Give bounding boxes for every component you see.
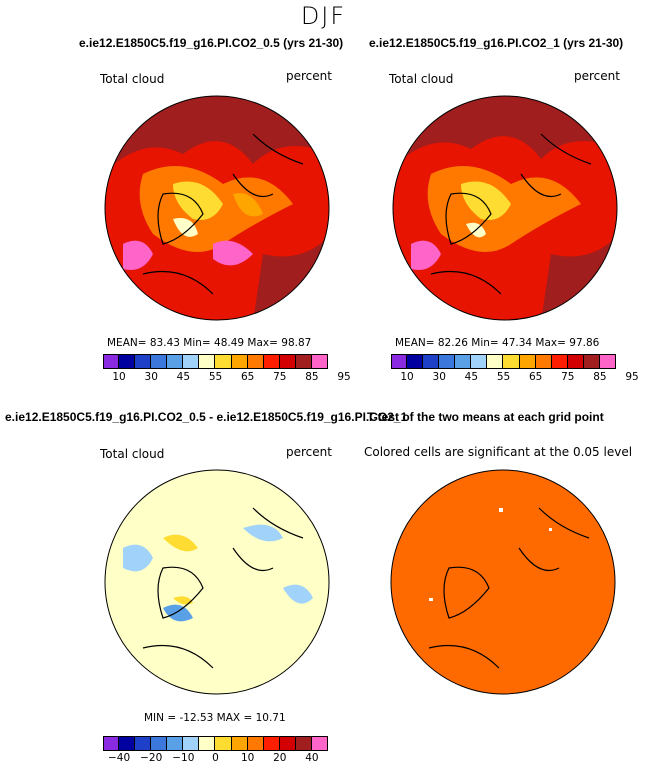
colorbar-bl-tick-label: 40 bbox=[305, 752, 319, 764]
colorbar-tl-tick-label: 45 bbox=[176, 371, 191, 383]
colorbar-tl-swatch bbox=[279, 355, 296, 368]
colorbar-bl-tick-label: −40 bbox=[107, 752, 131, 764]
colorbar-tl-swatch bbox=[295, 355, 312, 368]
colorbar-tl-swatch bbox=[215, 355, 232, 368]
colorbar-tl-swatch bbox=[151, 355, 168, 368]
colorbar-bl-swatch bbox=[135, 737, 152, 750]
colorbar-tl-swatch bbox=[183, 355, 200, 368]
colorbar-bl-ticks: −40 −20 −10 0 10 20 40 bbox=[103, 752, 328, 766]
colorbar-tl-swatch bbox=[311, 355, 328, 368]
colorbar-tr-ticks: 10 30 45 55 65 75 85 95 bbox=[391, 371, 638, 385]
colorbar-tl-swatch bbox=[167, 355, 184, 368]
colorbar-tl-swatch bbox=[103, 355, 120, 368]
colorbar-bl-swatch bbox=[167, 737, 184, 750]
colorbar-tr-tick-label: 55 bbox=[496, 371, 511, 383]
colorbar-tr-swatch bbox=[407, 355, 424, 368]
map-br bbox=[390, 469, 616, 695]
colorbar-tl-tick-label: 10 bbox=[112, 371, 126, 383]
panel-tl-var-label: Total cloud bbox=[100, 72, 165, 86]
colorbar-bl-swatch bbox=[263, 737, 280, 750]
colorbar-tr-swatch bbox=[391, 355, 408, 368]
colorbar-tr-swatch bbox=[551, 355, 568, 368]
colorbar-tl-tick-label: 75 bbox=[273, 371, 287, 383]
colorbar-bl-tick-label: 20 bbox=[273, 752, 287, 764]
colorbar-bl-swatch bbox=[231, 737, 248, 750]
colorbar-tr-tick-label: 95 bbox=[625, 371, 639, 383]
colorbar-tr-swatch bbox=[519, 355, 536, 368]
colorbar-bl bbox=[103, 736, 328, 751]
colorbar-bl-swatch bbox=[183, 737, 200, 750]
colorbar-tl-tick-label: 55 bbox=[208, 371, 223, 383]
colorbar-bl-tick-label: −20 bbox=[140, 752, 163, 764]
colorbar-tr-swatch bbox=[487, 355, 504, 368]
panel-br-case-title: T-test of the two means at each grid poi… bbox=[367, 410, 604, 424]
colorbar-tr bbox=[391, 354, 616, 369]
colorbar-tl-swatch bbox=[263, 355, 280, 368]
colorbar-tr-tick-label: 45 bbox=[464, 371, 479, 383]
panel-bl-stats: MIN = -12.53 MAX = 10.71 bbox=[144, 712, 286, 724]
colorbar-bl-swatch bbox=[103, 737, 120, 750]
panel-tl-units: percent bbox=[286, 69, 332, 83]
colorbar-tr-tick-label: 85 bbox=[593, 371, 607, 383]
colorbar-tr-swatch bbox=[439, 355, 456, 368]
map-tl bbox=[104, 95, 330, 321]
colorbar-tl-tick-label: 85 bbox=[305, 371, 319, 383]
colorbar-bl-swatch bbox=[215, 737, 232, 750]
panel-bl-var-label: Total cloud bbox=[100, 447, 165, 461]
panel-tl-stats: MEAN= 83.43 Min= 48.49 Max= 98.87 bbox=[107, 337, 312, 349]
panel-tr-units: percent bbox=[574, 69, 620, 83]
colorbar-tr-tick-label: 30 bbox=[432, 371, 446, 383]
colorbar-tl-swatch bbox=[247, 355, 264, 368]
colorbar-tr-swatch bbox=[599, 355, 616, 368]
season-title: DJF bbox=[300, 2, 347, 30]
colorbar-bl-swatch bbox=[311, 737, 328, 750]
colorbar-tl-swatch bbox=[231, 355, 248, 368]
panel-tr-var-label: Total cloud bbox=[389, 72, 454, 86]
colorbar-bl-swatch bbox=[199, 737, 216, 750]
colorbar-tr-tick-label: 65 bbox=[528, 371, 543, 383]
colorbar-tr-tick-label: 75 bbox=[561, 371, 575, 383]
colorbar-tr-swatch bbox=[535, 355, 552, 368]
colorbar-tr-swatch bbox=[455, 355, 472, 368]
panel-tl-case-title: e.ie12.E1850C5.f19_g16.PI.CO2_0.5 (yrs 2… bbox=[79, 36, 344, 50]
colorbar-tr-swatch bbox=[503, 355, 520, 368]
colorbar-tl-swatch bbox=[135, 355, 152, 368]
colorbar-bl-tick-label: −10 bbox=[172, 752, 195, 764]
map-bl bbox=[104, 469, 330, 695]
panel-tr-stats: MEAN= 82.26 Min= 47.34 Max= 97.86 bbox=[395, 337, 600, 349]
colorbar-tl-tick-label: 30 bbox=[144, 371, 158, 383]
colorbar-bl-swatch bbox=[295, 737, 312, 750]
colorbar-tr-swatch bbox=[583, 355, 600, 368]
panel-tr-case-title: e.ie12.E1850C5.f19_g16.PI.CO2_1 (yrs 21-… bbox=[369, 36, 624, 50]
colorbar-tl-ticks: 10 30 45 55 65 75 85 95 bbox=[103, 371, 350, 385]
colorbar-bl-swatch bbox=[151, 737, 168, 750]
map-tr bbox=[392, 95, 618, 321]
colorbar-tr-swatch bbox=[567, 355, 584, 368]
colorbar-bl-tick-label: 10 bbox=[240, 752, 255, 764]
colorbar-tl-swatch bbox=[119, 355, 136, 368]
colorbar-tl-tick-label: 95 bbox=[337, 371, 351, 383]
colorbar-tl-swatch bbox=[199, 355, 216, 368]
colorbar-tl-tick-label: 65 bbox=[240, 371, 255, 383]
colorbar-tr-swatch bbox=[423, 355, 440, 368]
panel-bl-units: percent bbox=[286, 445, 332, 459]
panel-br-note: Colored cells are significant at the 0.0… bbox=[364, 445, 633, 459]
colorbar-bl-swatch bbox=[119, 737, 136, 750]
colorbar-bl-tick-label: 0 bbox=[212, 752, 219, 764]
panel-bl-case-title: e.ie12.E1850C5.f19_g16.PI.CO2_0.5 - e.ie… bbox=[5, 410, 408, 424]
colorbar-bl-swatch bbox=[279, 737, 296, 750]
colorbar-tr-tick-label: 10 bbox=[400, 371, 414, 383]
colorbar-tr-swatch bbox=[471, 355, 488, 368]
colorbar-tl bbox=[103, 354, 328, 369]
colorbar-bl-swatch bbox=[247, 737, 264, 750]
